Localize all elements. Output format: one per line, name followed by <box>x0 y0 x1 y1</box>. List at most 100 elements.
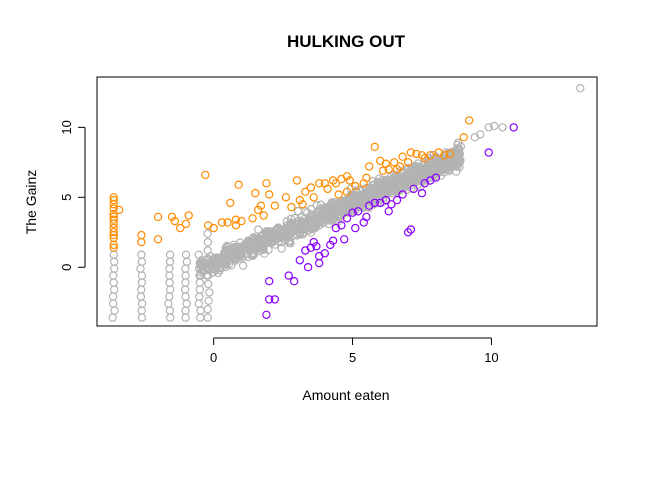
point-up <box>109 230 118 240</box>
point-up <box>153 212 163 222</box>
point-neutral <box>196 306 205 315</box>
point-neutral <box>201 259 210 268</box>
point-down <box>384 207 393 216</box>
point-neutral <box>238 261 248 270</box>
point-up <box>440 151 449 160</box>
point-neutral <box>431 152 441 161</box>
point-neutral <box>137 250 146 259</box>
point-neutral <box>385 180 395 189</box>
point-neutral <box>254 225 263 234</box>
point-neutral <box>108 292 118 301</box>
point-neutral <box>397 181 407 190</box>
point-down <box>381 195 391 205</box>
chart-title: HULKING OUT <box>287 32 406 51</box>
point-neutral <box>181 306 190 315</box>
point-neutral <box>330 215 340 224</box>
point-neutral <box>137 257 147 266</box>
point-down <box>340 235 349 244</box>
point-neutral <box>165 278 174 287</box>
point-up <box>217 218 227 227</box>
point-up <box>256 201 266 210</box>
point-neutral <box>205 288 214 297</box>
point-neutral <box>300 222 309 232</box>
point-neutral <box>165 257 175 266</box>
point-down <box>370 198 379 208</box>
point-neutral <box>136 264 145 273</box>
point-down <box>484 148 493 157</box>
point-neutral <box>435 161 444 171</box>
point-down <box>398 190 407 199</box>
point-up <box>465 116 474 125</box>
point-up <box>323 184 332 194</box>
point-up <box>209 223 218 233</box>
point-neutral <box>219 249 229 259</box>
point-down <box>342 214 352 223</box>
point-up <box>342 172 352 181</box>
point-neutral <box>224 259 234 269</box>
point-neutral <box>326 215 335 224</box>
point-up <box>109 228 118 237</box>
point-neutral <box>257 232 267 241</box>
point-down <box>284 271 293 280</box>
point-up <box>412 149 421 159</box>
point-neutral <box>137 271 147 280</box>
point-up <box>292 176 302 185</box>
point-neutral <box>255 246 264 256</box>
point-neutral <box>195 285 205 294</box>
point-neutral <box>357 200 366 209</box>
point-up <box>270 201 279 210</box>
point-neutral <box>232 247 242 257</box>
point-up <box>459 132 468 142</box>
point-up <box>181 219 191 229</box>
point-up <box>417 151 427 160</box>
point-neutral <box>347 194 357 204</box>
x-tick-label: 10 <box>484 350 498 365</box>
point-up <box>331 179 341 188</box>
point-up <box>265 190 274 199</box>
point-up <box>167 212 177 222</box>
point-neutral <box>249 237 259 247</box>
point-neutral <box>361 195 370 204</box>
point-neutral <box>391 175 400 184</box>
point-up <box>351 181 360 191</box>
point-neutral <box>453 138 463 147</box>
point-down <box>417 188 427 198</box>
point-up <box>223 218 232 227</box>
x-axis-label: Amount eaten <box>302 387 389 403</box>
plot-frame <box>96 76 598 327</box>
point-neutral <box>285 238 294 248</box>
point-neutral <box>203 305 212 314</box>
point-down <box>312 242 321 251</box>
point-up <box>109 219 118 229</box>
point-neutral <box>229 253 238 263</box>
point-down <box>337 221 346 230</box>
point-down <box>403 228 413 237</box>
point-neutral <box>369 180 379 189</box>
point-neutral <box>206 252 215 261</box>
point-neutral <box>136 285 146 294</box>
point-neutral <box>109 271 118 280</box>
point-down <box>351 223 360 233</box>
point-neutral <box>231 242 241 252</box>
point-up <box>137 230 146 240</box>
point-neutral <box>403 178 412 188</box>
point-neutral <box>392 176 402 186</box>
point-up <box>378 166 388 175</box>
point-neutral <box>412 166 421 176</box>
point-neutral <box>200 263 210 272</box>
point-neutral <box>217 257 227 266</box>
y-tick-label: 10 <box>59 120 74 134</box>
point-up <box>403 158 413 167</box>
point-up <box>287 202 296 212</box>
point-neutral <box>165 250 175 259</box>
point-neutral <box>306 216 315 225</box>
point-neutral <box>354 202 364 212</box>
point-down <box>362 212 371 222</box>
point-down <box>326 240 335 250</box>
point-down <box>328 236 338 245</box>
point-up <box>109 215 118 224</box>
point-neutral <box>445 166 454 176</box>
point-neutral <box>204 296 213 305</box>
point-neutral <box>194 299 203 308</box>
